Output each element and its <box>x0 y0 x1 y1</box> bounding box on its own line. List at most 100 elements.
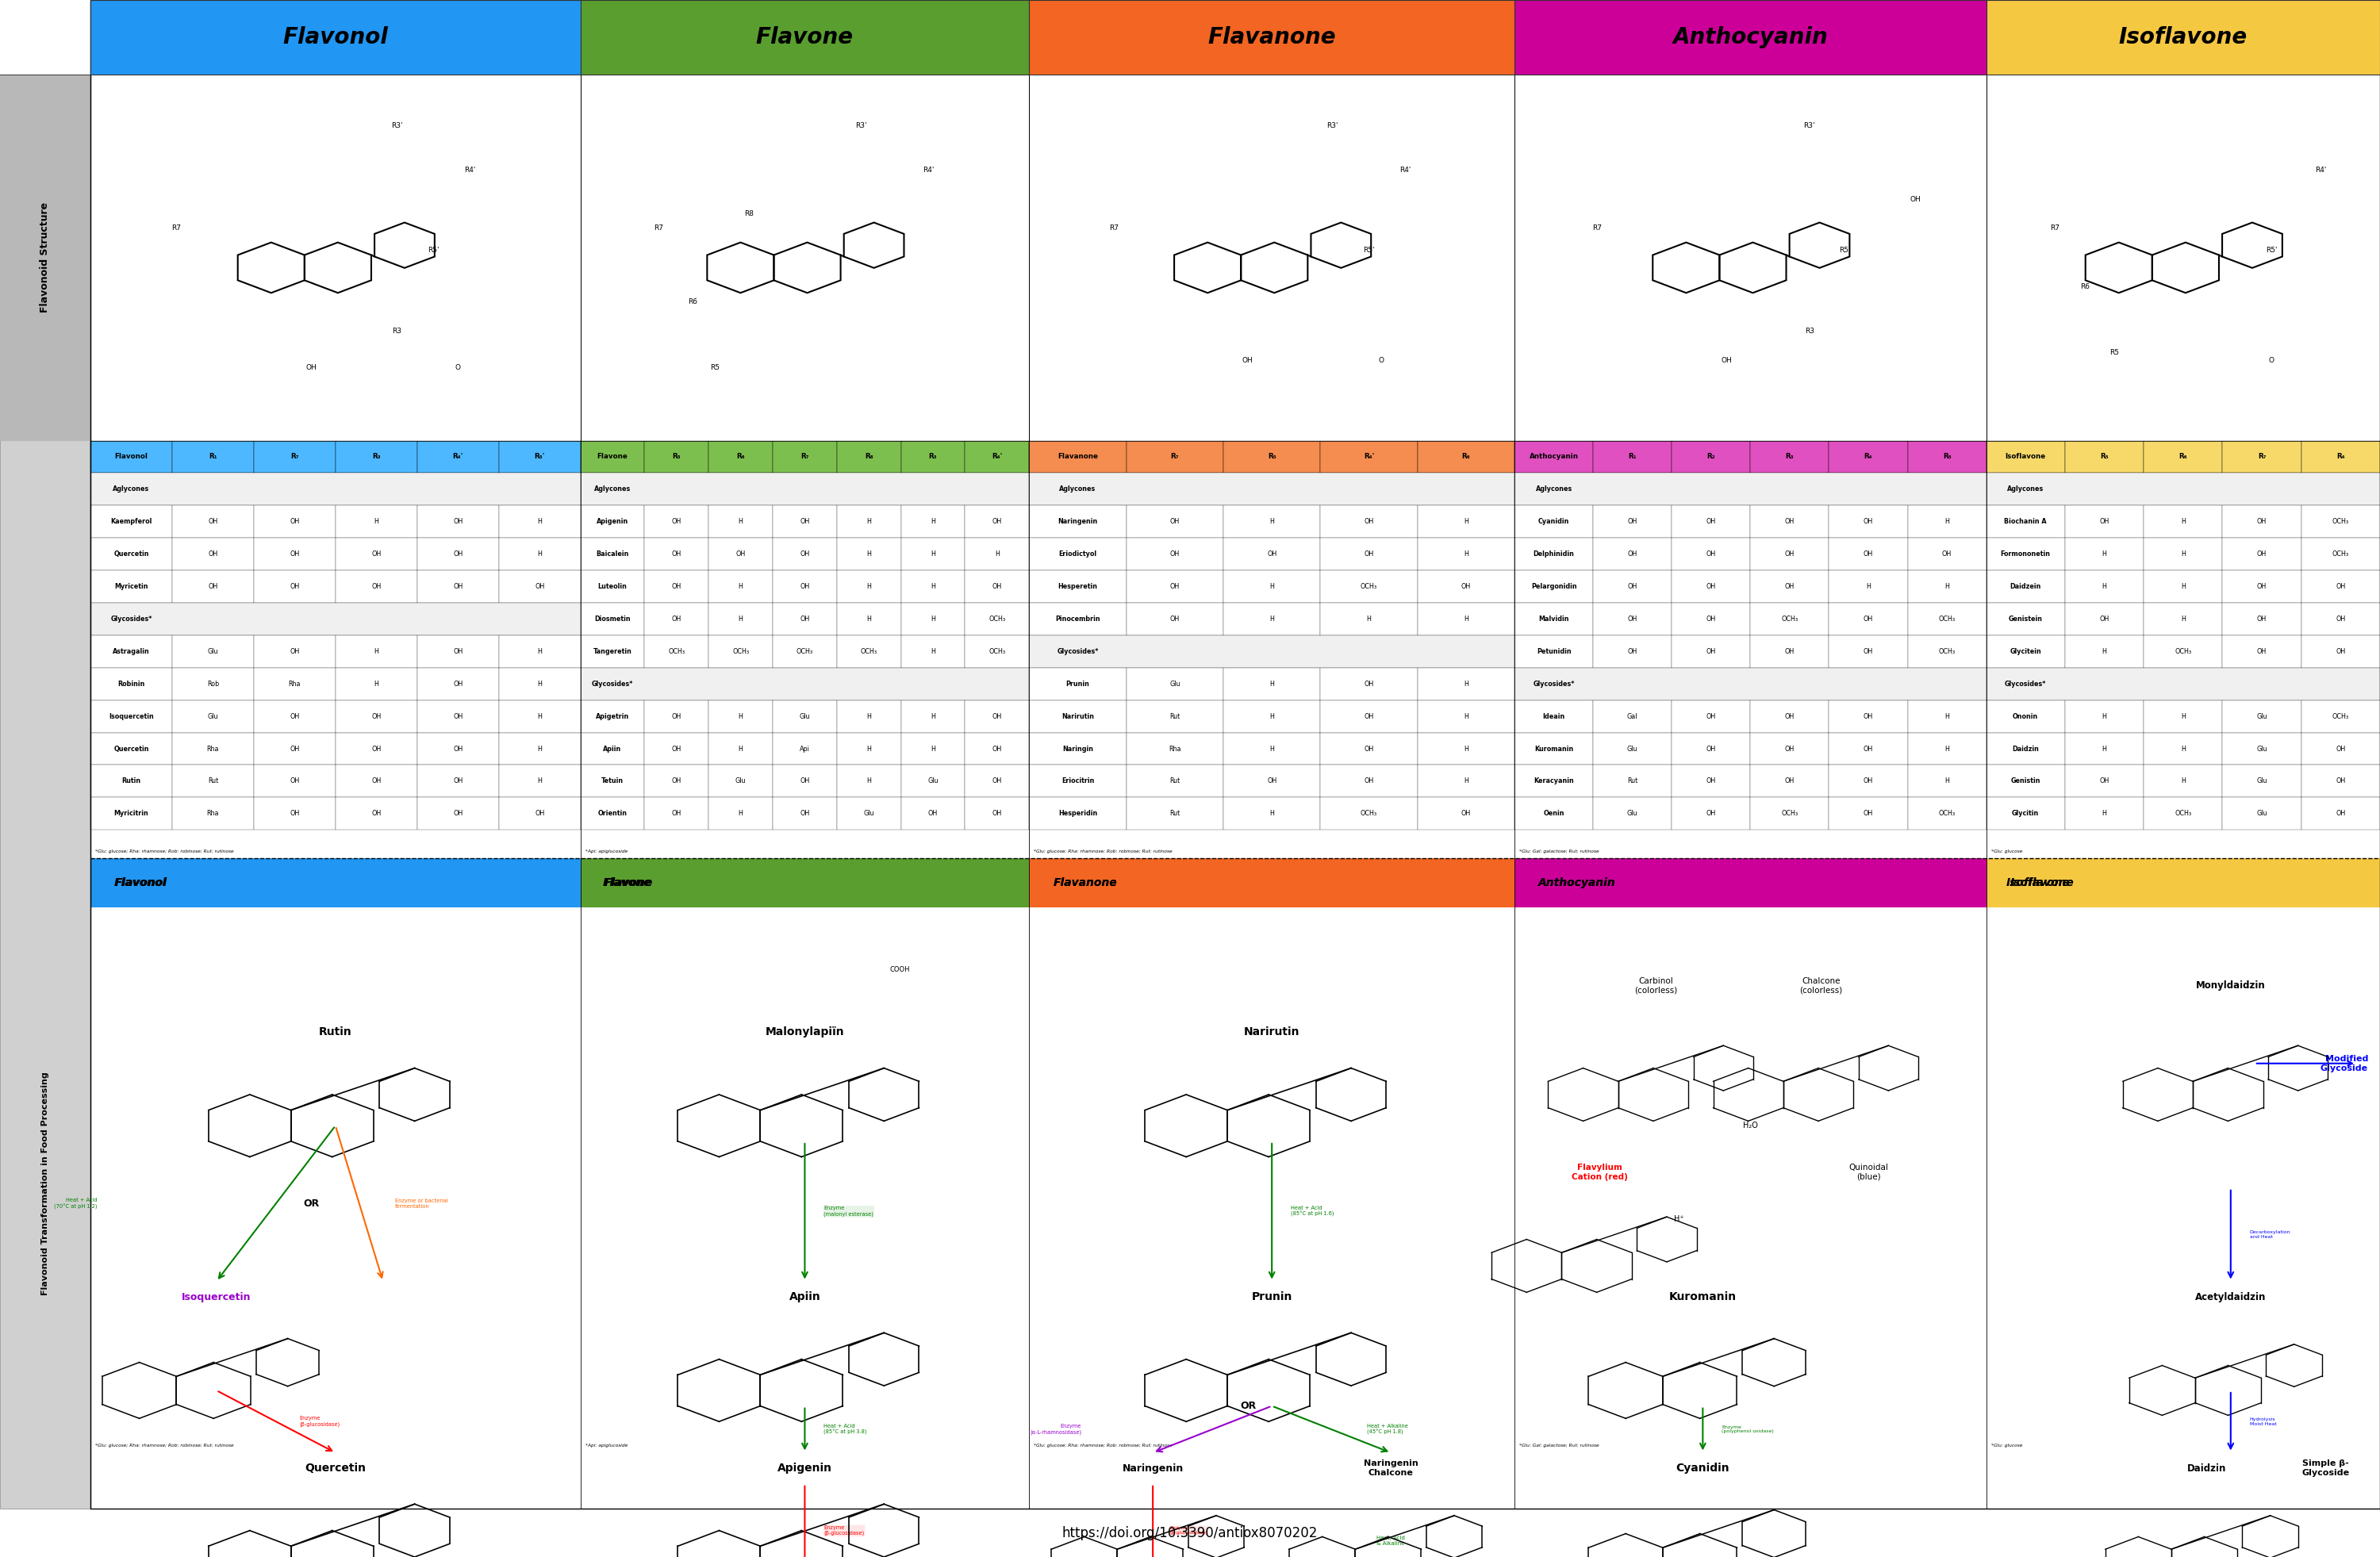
Text: O: O <box>1378 357 1383 364</box>
Bar <box>964 635 1028 668</box>
Text: Simple β-
Glycoside: Simple β- Glycoside <box>2301 1459 2349 1478</box>
Bar <box>1828 506 1909 539</box>
Bar <box>1126 539 1223 570</box>
Bar <box>1909 506 1987 539</box>
Text: Flavanone: Flavanone <box>1207 26 1335 48</box>
Text: Apigenin: Apigenin <box>778 1462 833 1474</box>
Bar <box>581 441 645 473</box>
Text: OH: OH <box>452 518 462 525</box>
Bar <box>171 506 255 539</box>
Text: Glu: Glu <box>800 713 809 719</box>
Text: Ononin: Ononin <box>2013 713 2037 719</box>
Text: H: H <box>538 518 543 525</box>
Bar <box>2066 764 2144 797</box>
Bar <box>90 473 581 506</box>
Text: H: H <box>1269 518 1273 525</box>
Bar <box>1223 764 1321 797</box>
Bar <box>1828 635 1909 668</box>
Text: OH: OH <box>1628 551 1637 557</box>
Text: Astragalin: Astragalin <box>112 648 150 655</box>
Bar <box>1418 797 1514 830</box>
Text: OR: OR <box>305 1199 319 1208</box>
Bar <box>2301 797 2380 830</box>
Text: Carbinol
(colorless): Carbinol (colorless) <box>1635 976 1678 995</box>
Text: OH: OH <box>452 680 462 688</box>
Bar <box>774 539 838 570</box>
Text: Quercetin: Quercetin <box>114 746 150 752</box>
Text: Prunin: Prunin <box>1252 1291 1292 1303</box>
Text: H: H <box>738 810 743 817</box>
Bar <box>416 635 500 668</box>
Bar <box>1126 733 1223 764</box>
Bar <box>416 506 500 539</box>
Bar <box>902 733 964 764</box>
Text: OH: OH <box>290 810 300 817</box>
Bar <box>774 733 838 764</box>
Text: R₄: R₄ <box>2337 453 2344 461</box>
Bar <box>1987 441 2066 473</box>
Bar <box>645 441 709 473</box>
Bar <box>1909 539 1987 570</box>
Text: OH: OH <box>1706 746 1716 752</box>
Text: OH: OH <box>800 582 809 590</box>
Text: OH: OH <box>2099 615 2109 623</box>
Text: OH: OH <box>1706 777 1716 785</box>
Text: OH: OH <box>2256 518 2266 525</box>
Text: Isoquercetin: Isoquercetin <box>181 1292 252 1302</box>
Bar <box>1223 570 1321 603</box>
Bar <box>500 506 581 539</box>
Text: OH: OH <box>1364 713 1373 719</box>
Text: OH: OH <box>1266 777 1276 785</box>
Text: Flavylium
Cation (red): Flavylium Cation (red) <box>1571 1163 1628 1182</box>
Text: Glu: Glu <box>1628 810 1637 817</box>
Text: H: H <box>2180 615 2185 623</box>
Text: Keracyanin: Keracyanin <box>1533 777 1573 785</box>
Bar <box>500 635 581 668</box>
Text: OR: OR <box>1240 1401 1257 1411</box>
Text: H: H <box>1944 582 1949 590</box>
Bar <box>774 603 838 635</box>
Bar <box>1514 75 1987 441</box>
Text: R6: R6 <box>2080 283 2090 291</box>
Text: H: H <box>538 551 543 557</box>
Text: Glycosides*: Glycosides* <box>593 680 633 688</box>
Text: OH: OH <box>536 582 545 590</box>
Text: OH: OH <box>2335 615 2344 623</box>
Bar <box>255 797 336 830</box>
Bar <box>2223 635 2301 668</box>
Text: H: H <box>2180 582 2185 590</box>
Bar <box>1514 539 1592 570</box>
Text: OH: OH <box>536 810 545 817</box>
Text: Daidzin: Daidzin <box>2187 1464 2225 1473</box>
Bar <box>1749 506 1828 539</box>
Text: Apigetrin: Apigetrin <box>595 713 628 719</box>
Bar <box>1828 797 1909 830</box>
Bar <box>255 506 336 539</box>
Text: H: H <box>738 746 743 752</box>
Bar <box>645 570 709 603</box>
Bar <box>1592 603 1671 635</box>
Bar <box>1418 506 1514 539</box>
Bar <box>1514 764 1592 797</box>
Text: OCH₃: OCH₃ <box>988 615 1004 623</box>
Bar <box>416 764 500 797</box>
Bar <box>90 635 171 668</box>
Bar <box>2301 635 2380 668</box>
Text: OH: OH <box>800 615 809 623</box>
Bar <box>1987 635 2066 668</box>
Text: OH: OH <box>2335 810 2344 817</box>
Bar <box>838 797 902 830</box>
Text: OCH₃: OCH₃ <box>1361 810 1378 817</box>
Bar <box>1418 570 1514 603</box>
Bar <box>581 0 1028 75</box>
Bar <box>2223 701 2301 733</box>
Text: *Glu: glucose; Rha: rhamnose; Rob: robinose; Rut: rutinose: *Glu: glucose; Rha: rhamnose; Rob: robin… <box>1033 849 1173 853</box>
Text: Luteolin: Luteolin <box>597 582 626 590</box>
Text: R7: R7 <box>1109 224 1119 232</box>
Bar <box>1671 603 1749 635</box>
Text: OH: OH <box>2099 777 2109 785</box>
Text: Glycitein: Glycitein <box>2009 648 2042 655</box>
Text: Isoflavone: Isoflavone <box>2118 26 2247 48</box>
Text: Malonylapiïn: Malonylapiïn <box>766 1026 845 1039</box>
Text: H: H <box>866 713 871 719</box>
